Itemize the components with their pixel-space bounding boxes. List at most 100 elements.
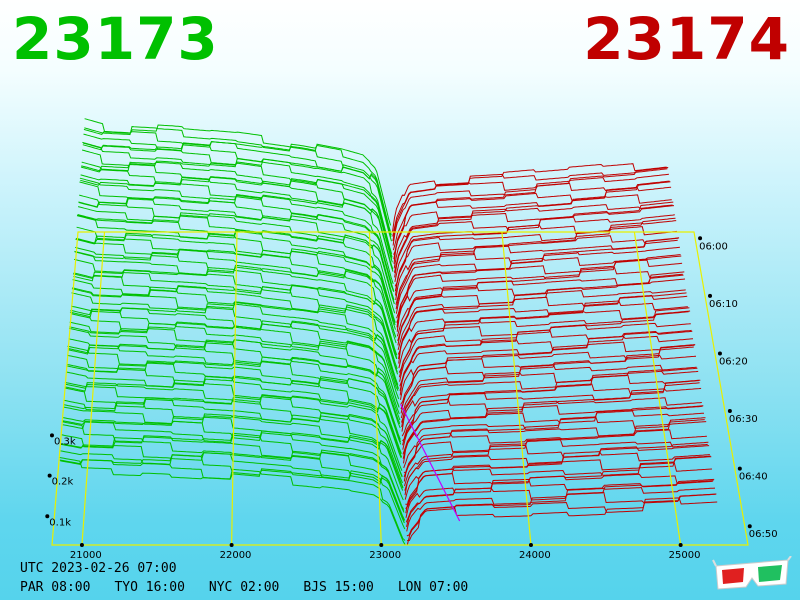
bid-depth-line (75, 246, 397, 344)
depth-tick-label-2: 0.3k (54, 436, 76, 447)
bid-depth-line (82, 141, 393, 259)
ask-depth-line (397, 271, 685, 342)
bid-depth-line (74, 250, 398, 360)
ask-depth-line (402, 387, 702, 446)
ask-depth-line (397, 289, 686, 351)
bid-depth-line (79, 177, 394, 292)
price-tick-label-2: 23000 (369, 550, 401, 560)
depth-tick-label-1: 0.2k (52, 477, 74, 488)
bid-price: 23173 (12, 5, 219, 73)
clock-3: BJS 15:00 (303, 580, 374, 595)
time-tick-label-2: 06:20 (719, 356, 748, 367)
depth-chart: 21000 22000 23000 24000 25000 0.1k 0.2k 0.3k 06:… (45, 118, 778, 560)
time-tick-mark-5 (747, 524, 752, 529)
ask-depth-line (392, 163, 667, 233)
utc-time: UTC 2023-02-26 07:00 (20, 561, 177, 576)
ask-depth-line (400, 354, 697, 414)
ask-depth-line (393, 204, 673, 269)
price-tick-label-0: 21000 (70, 550, 102, 560)
price-gridline-1 (231, 231, 238, 546)
bid-depth-line (70, 307, 400, 400)
price-tick-mark-3 (528, 543, 533, 547)
ask-depth-line (405, 455, 711, 505)
bid-depth-line (64, 381, 403, 478)
ask-depth-line (404, 451, 710, 500)
ask-depth-line (401, 382, 700, 437)
ask-depth-line (392, 173, 669, 246)
bid-depth-line (83, 128, 392, 237)
ask-depth-line (393, 186, 672, 260)
bid-depth-line (84, 118, 392, 226)
bid-depth-line (84, 126, 392, 234)
ask-depth-line (405, 473, 713, 518)
ask-depth-line (400, 364, 697, 419)
bid-depth-line (68, 327, 401, 425)
ask-depth-line (394, 220, 677, 292)
ask-depth-line (395, 237, 679, 305)
ask-depth-line (403, 429, 707, 482)
time-tick-mark-1 (708, 293, 713, 298)
ask-depth-line (403, 409, 705, 464)
bid-depth-line (64, 387, 403, 477)
depth-surface (59, 118, 718, 546)
ask-depth-line (393, 194, 672, 264)
depth-tick-mark-2 (49, 433, 54, 438)
bid-depth-line (81, 163, 393, 270)
bid-depth-line (69, 321, 400, 415)
time-tick-mark-2 (717, 351, 722, 356)
ask-price: 23174 (583, 5, 790, 73)
ask-depth-line (397, 278, 686, 346)
bid-depth-line (71, 288, 399, 392)
ask-depth-line (399, 330, 693, 391)
bid-depth-line (77, 214, 396, 323)
ask-depth-line (397, 292, 687, 355)
price-gridline-2 (368, 231, 382, 546)
time-tick-label-1: 06:10 (709, 299, 738, 310)
bid-depth-line (80, 166, 394, 270)
ask-depth-line (403, 417, 706, 473)
ask-depth-line (394, 205, 675, 278)
bid-depth-line (75, 235, 397, 338)
bid-depth-line (73, 258, 398, 356)
chart-axes: 21000 22000 23000 24000 25000 0.1k 0.2k 0.3k 06:… (45, 231, 778, 560)
ask-depth-line (406, 486, 716, 532)
clock-2: NYC 02:00 (208, 580, 280, 595)
ask-depth-line (404, 439, 708, 487)
bid-depth-line (76, 232, 396, 330)
ask-depth-line (395, 246, 680, 314)
price-tick-mark-2 (379, 543, 384, 547)
ask-depth-line (407, 493, 717, 541)
ask-depth-line (404, 445, 710, 496)
bid-depth-line (76, 226, 396, 323)
3d-glasses-icon[interactable] (712, 556, 792, 592)
depth-tick-mark-1 (47, 473, 52, 478)
spread-line (400, 403, 461, 522)
ask-depth-line (398, 310, 691, 378)
ask-depth-line (399, 335, 694, 396)
bid-depth-line (66, 365, 402, 459)
bid-depth-line (71, 292, 399, 390)
bid-depth-line (76, 215, 396, 326)
ask-depth-line (392, 167, 669, 242)
ask-depth-line (394, 217, 676, 287)
bid-depth-line (80, 179, 394, 285)
clock-1: TYO 16:00 (114, 580, 185, 595)
bid-depth-line (66, 361, 402, 455)
ask-depth-line (400, 344, 695, 405)
ask-depth-line (395, 226, 677, 296)
price-tick-mark-0 (79, 543, 84, 547)
price-tick-mark-1 (229, 543, 234, 547)
price-gridline-4 (633, 231, 682, 546)
ask-depth-line (396, 255, 682, 323)
ask-depth-line (402, 405, 703, 455)
ask-depth-line (406, 497, 718, 546)
bid-depth-line (61, 421, 405, 511)
bid-depth-line (66, 354, 402, 445)
bid-depth-line (72, 273, 398, 373)
ask-depth-line (398, 309, 689, 369)
bid-depth-line (80, 174, 394, 272)
time-tick-label-0: 06:00 (699, 241, 728, 252)
ask-depth-line (406, 491, 716, 537)
ask-depth-line (398, 300, 688, 364)
ask-depth-line (406, 478, 715, 528)
